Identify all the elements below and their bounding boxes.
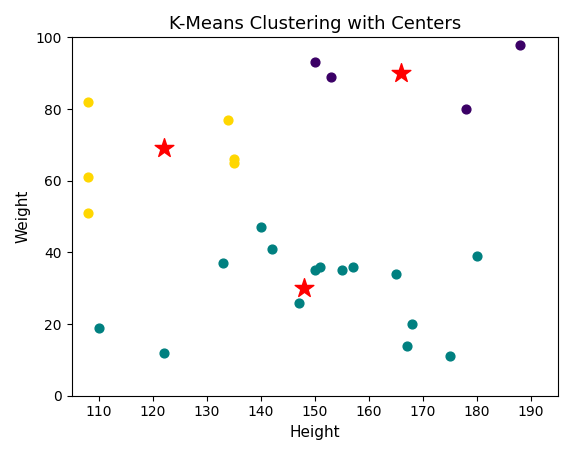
Point xyxy=(256,224,265,231)
Point xyxy=(316,263,325,270)
Point xyxy=(397,70,406,77)
Point xyxy=(300,284,309,292)
Y-axis label: Weight: Weight xyxy=(15,190,30,243)
Point xyxy=(348,263,357,270)
Point xyxy=(224,116,233,123)
Point xyxy=(159,145,168,152)
Point xyxy=(159,349,168,356)
Point xyxy=(402,342,411,349)
Point xyxy=(391,270,401,278)
Point xyxy=(83,209,92,217)
Point xyxy=(310,59,319,66)
Point xyxy=(327,73,336,81)
Point xyxy=(472,253,481,260)
Point xyxy=(218,259,227,267)
Point xyxy=(83,98,92,106)
Point xyxy=(461,106,470,113)
Point xyxy=(445,353,454,360)
Point xyxy=(310,267,319,274)
Point xyxy=(229,159,238,167)
Point xyxy=(94,324,103,331)
Title: K-Means Clustering with Centers: K-Means Clustering with Centers xyxy=(168,15,461,33)
X-axis label: Height: Height xyxy=(289,425,340,440)
Point xyxy=(516,41,525,48)
Point xyxy=(294,299,303,306)
Point xyxy=(337,267,347,274)
Point xyxy=(229,156,238,163)
Point xyxy=(267,245,276,253)
Point xyxy=(407,320,417,328)
Point xyxy=(83,173,92,181)
